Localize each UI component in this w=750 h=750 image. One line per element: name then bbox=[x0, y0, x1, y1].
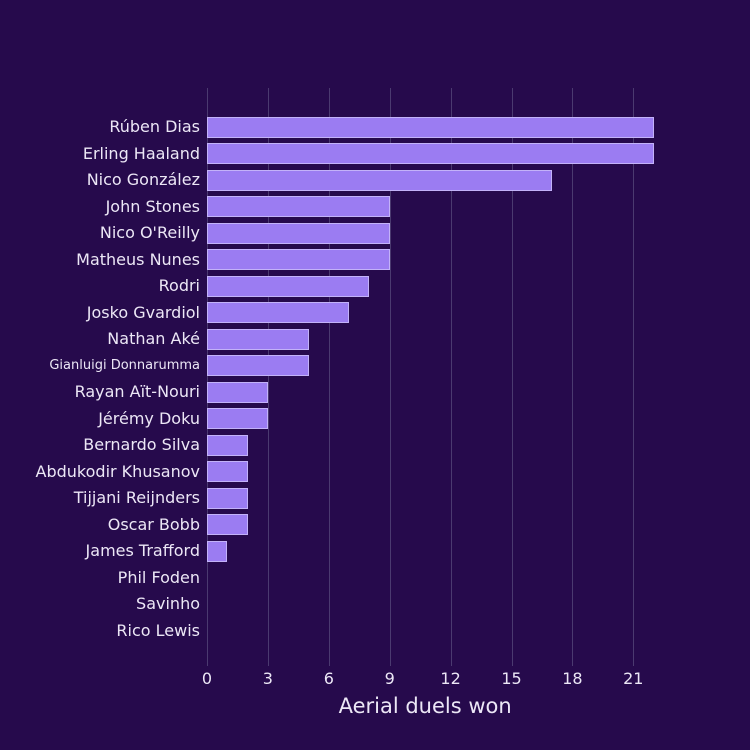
player-label: Erling Haaland bbox=[82, 143, 200, 163]
player-label: Rúben Dias bbox=[109, 117, 200, 137]
player-label: Gianluigi Donnarumma bbox=[49, 357, 200, 373]
player-label: Savinho bbox=[136, 594, 200, 614]
tick-label-x-6: 6 bbox=[323, 669, 334, 688]
bar-row: Rico Lewis bbox=[0, 618, 750, 645]
bar bbox=[207, 275, 370, 297]
bar-row: Jérémy Doku bbox=[0, 406, 750, 433]
tickmark-x-9 bbox=[389, 660, 391, 666]
bar-row: John Stones bbox=[0, 194, 750, 221]
gridline-x-18 bbox=[572, 88, 574, 660]
tick-label-x-12: 12 bbox=[440, 669, 461, 688]
tickmark-x-6 bbox=[328, 660, 330, 666]
bar bbox=[207, 302, 350, 324]
tick-label-x-18: 18 bbox=[562, 669, 583, 688]
gridline-x-21 bbox=[633, 88, 635, 660]
bar-row: Abdukodir Khusanov bbox=[0, 459, 750, 486]
player-label: Rodri bbox=[158, 276, 200, 296]
bar bbox=[207, 328, 309, 350]
player-label: Tijjani Reijnders bbox=[73, 488, 200, 508]
bar bbox=[207, 487, 248, 509]
bar-row: Phil Foden bbox=[0, 565, 750, 592]
bar-row: Nico González bbox=[0, 167, 750, 194]
bar-row: Rodri bbox=[0, 273, 750, 300]
player-label: Rico Lewis bbox=[116, 620, 200, 640]
player-label: Nico O'Reilly bbox=[99, 223, 200, 243]
bar bbox=[207, 222, 390, 244]
tickmark-x-21 bbox=[633, 660, 635, 666]
bar bbox=[207, 381, 268, 403]
player-label: Jérémy Doku bbox=[98, 408, 200, 428]
gridline-x-6 bbox=[328, 88, 330, 660]
bar-row: Rúben Dias bbox=[0, 114, 750, 141]
player-label: Rayan Aït-Nouri bbox=[74, 382, 200, 402]
bar-row: Nico O'Reilly bbox=[0, 220, 750, 247]
player-label: Abdukodir Khusanov bbox=[35, 461, 200, 481]
tick-label-x-0: 0 bbox=[201, 669, 213, 688]
gridline-x-9 bbox=[389, 88, 391, 660]
gridline-x-15 bbox=[511, 88, 513, 660]
bar-row: Erling Haaland bbox=[0, 141, 750, 168]
bar bbox=[207, 540, 228, 562]
bar-row: Bernardo Silva bbox=[0, 432, 750, 459]
bar-row: Gianluigi Donnarumma bbox=[0, 353, 750, 380]
player-label: Phil Foden bbox=[117, 567, 200, 587]
tickmark-x-18 bbox=[572, 660, 574, 666]
tick-label-x-3: 3 bbox=[262, 669, 273, 688]
player-label: Oscar Bobb bbox=[107, 514, 200, 534]
bar-row: Oscar Bobb bbox=[0, 512, 750, 539]
bar-row: Josko Gvardiol bbox=[0, 300, 750, 327]
gridline-x-12 bbox=[450, 88, 452, 660]
bar-row: Rayan Aït-Nouri bbox=[0, 379, 750, 406]
player-label: Josko Gvardiol bbox=[86, 302, 200, 322]
player-label: Bernardo Silva bbox=[83, 435, 200, 455]
tickmark-x-12 bbox=[450, 660, 452, 666]
tickmark-x-0 bbox=[207, 660, 208, 666]
bar-row: Tijjani Reijnders bbox=[0, 485, 750, 512]
bar-row: James Trafford bbox=[0, 538, 750, 565]
tickmark-x-15 bbox=[511, 660, 513, 666]
bar bbox=[207, 434, 248, 456]
tick-label-x-9: 9 bbox=[384, 669, 395, 688]
bar bbox=[207, 116, 654, 138]
player-label: John Stones bbox=[105, 196, 200, 216]
x-axis-label: Aerial duels won bbox=[338, 694, 512, 718]
bar bbox=[207, 249, 390, 271]
player-label: Nico González bbox=[86, 170, 200, 190]
bar-row: Matheus Nunes bbox=[0, 247, 750, 274]
bar-row: Savinho bbox=[0, 591, 750, 618]
bar bbox=[207, 514, 248, 536]
bar-row: Nathan Aké bbox=[0, 326, 750, 353]
bar bbox=[207, 408, 268, 430]
bar bbox=[207, 196, 390, 218]
tick-label-x-21: 21 bbox=[623, 669, 644, 688]
bar bbox=[207, 461, 248, 483]
player-label: Nathan Aké bbox=[107, 329, 200, 349]
tickmark-x-3 bbox=[267, 660, 269, 666]
tick-label-x-15: 15 bbox=[501, 669, 522, 688]
bar bbox=[207, 169, 553, 191]
bar bbox=[207, 143, 654, 165]
player-label: Matheus Nunes bbox=[76, 249, 200, 269]
player-label: James Trafford bbox=[85, 541, 200, 561]
bar bbox=[207, 355, 309, 377]
